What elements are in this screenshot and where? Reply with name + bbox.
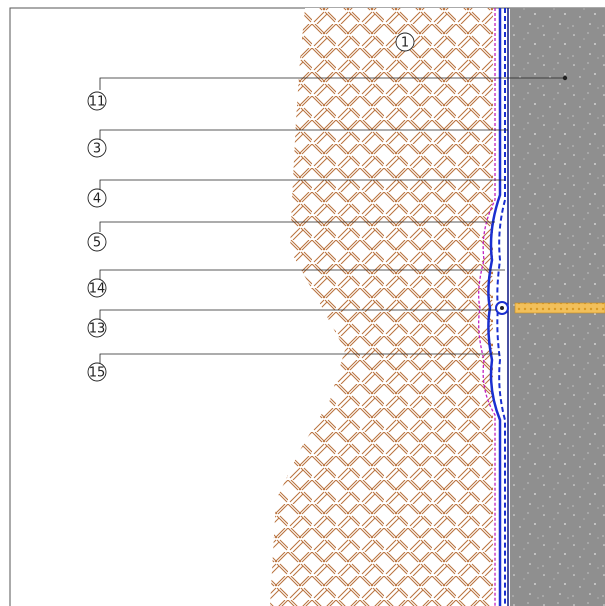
membrane (478, 8, 509, 606)
callout-label: 1 (401, 36, 409, 51)
callout-circle (87, 232, 107, 252)
joint-filler (514, 302, 605, 314)
callout-label: 15 (89, 366, 106, 381)
callout-label: 13 (89, 322, 106, 337)
soil (270, 8, 493, 606)
callout-circle (87, 278, 107, 298)
callout-circle (87, 362, 107, 382)
callout-label: 14 (89, 282, 106, 297)
callout-circle (87, 318, 107, 338)
callout-circle (87, 91, 107, 111)
callout-label: 5 (93, 236, 101, 251)
callout-circle (87, 138, 107, 158)
callout-label: 4 (93, 192, 101, 207)
callout-label: 3 (93, 142, 101, 157)
callout-label: 11 (89, 95, 106, 110)
callout-circle (87, 188, 107, 208)
leader-lines (99, 75, 568, 364)
callout-circle (395, 32, 415, 52)
